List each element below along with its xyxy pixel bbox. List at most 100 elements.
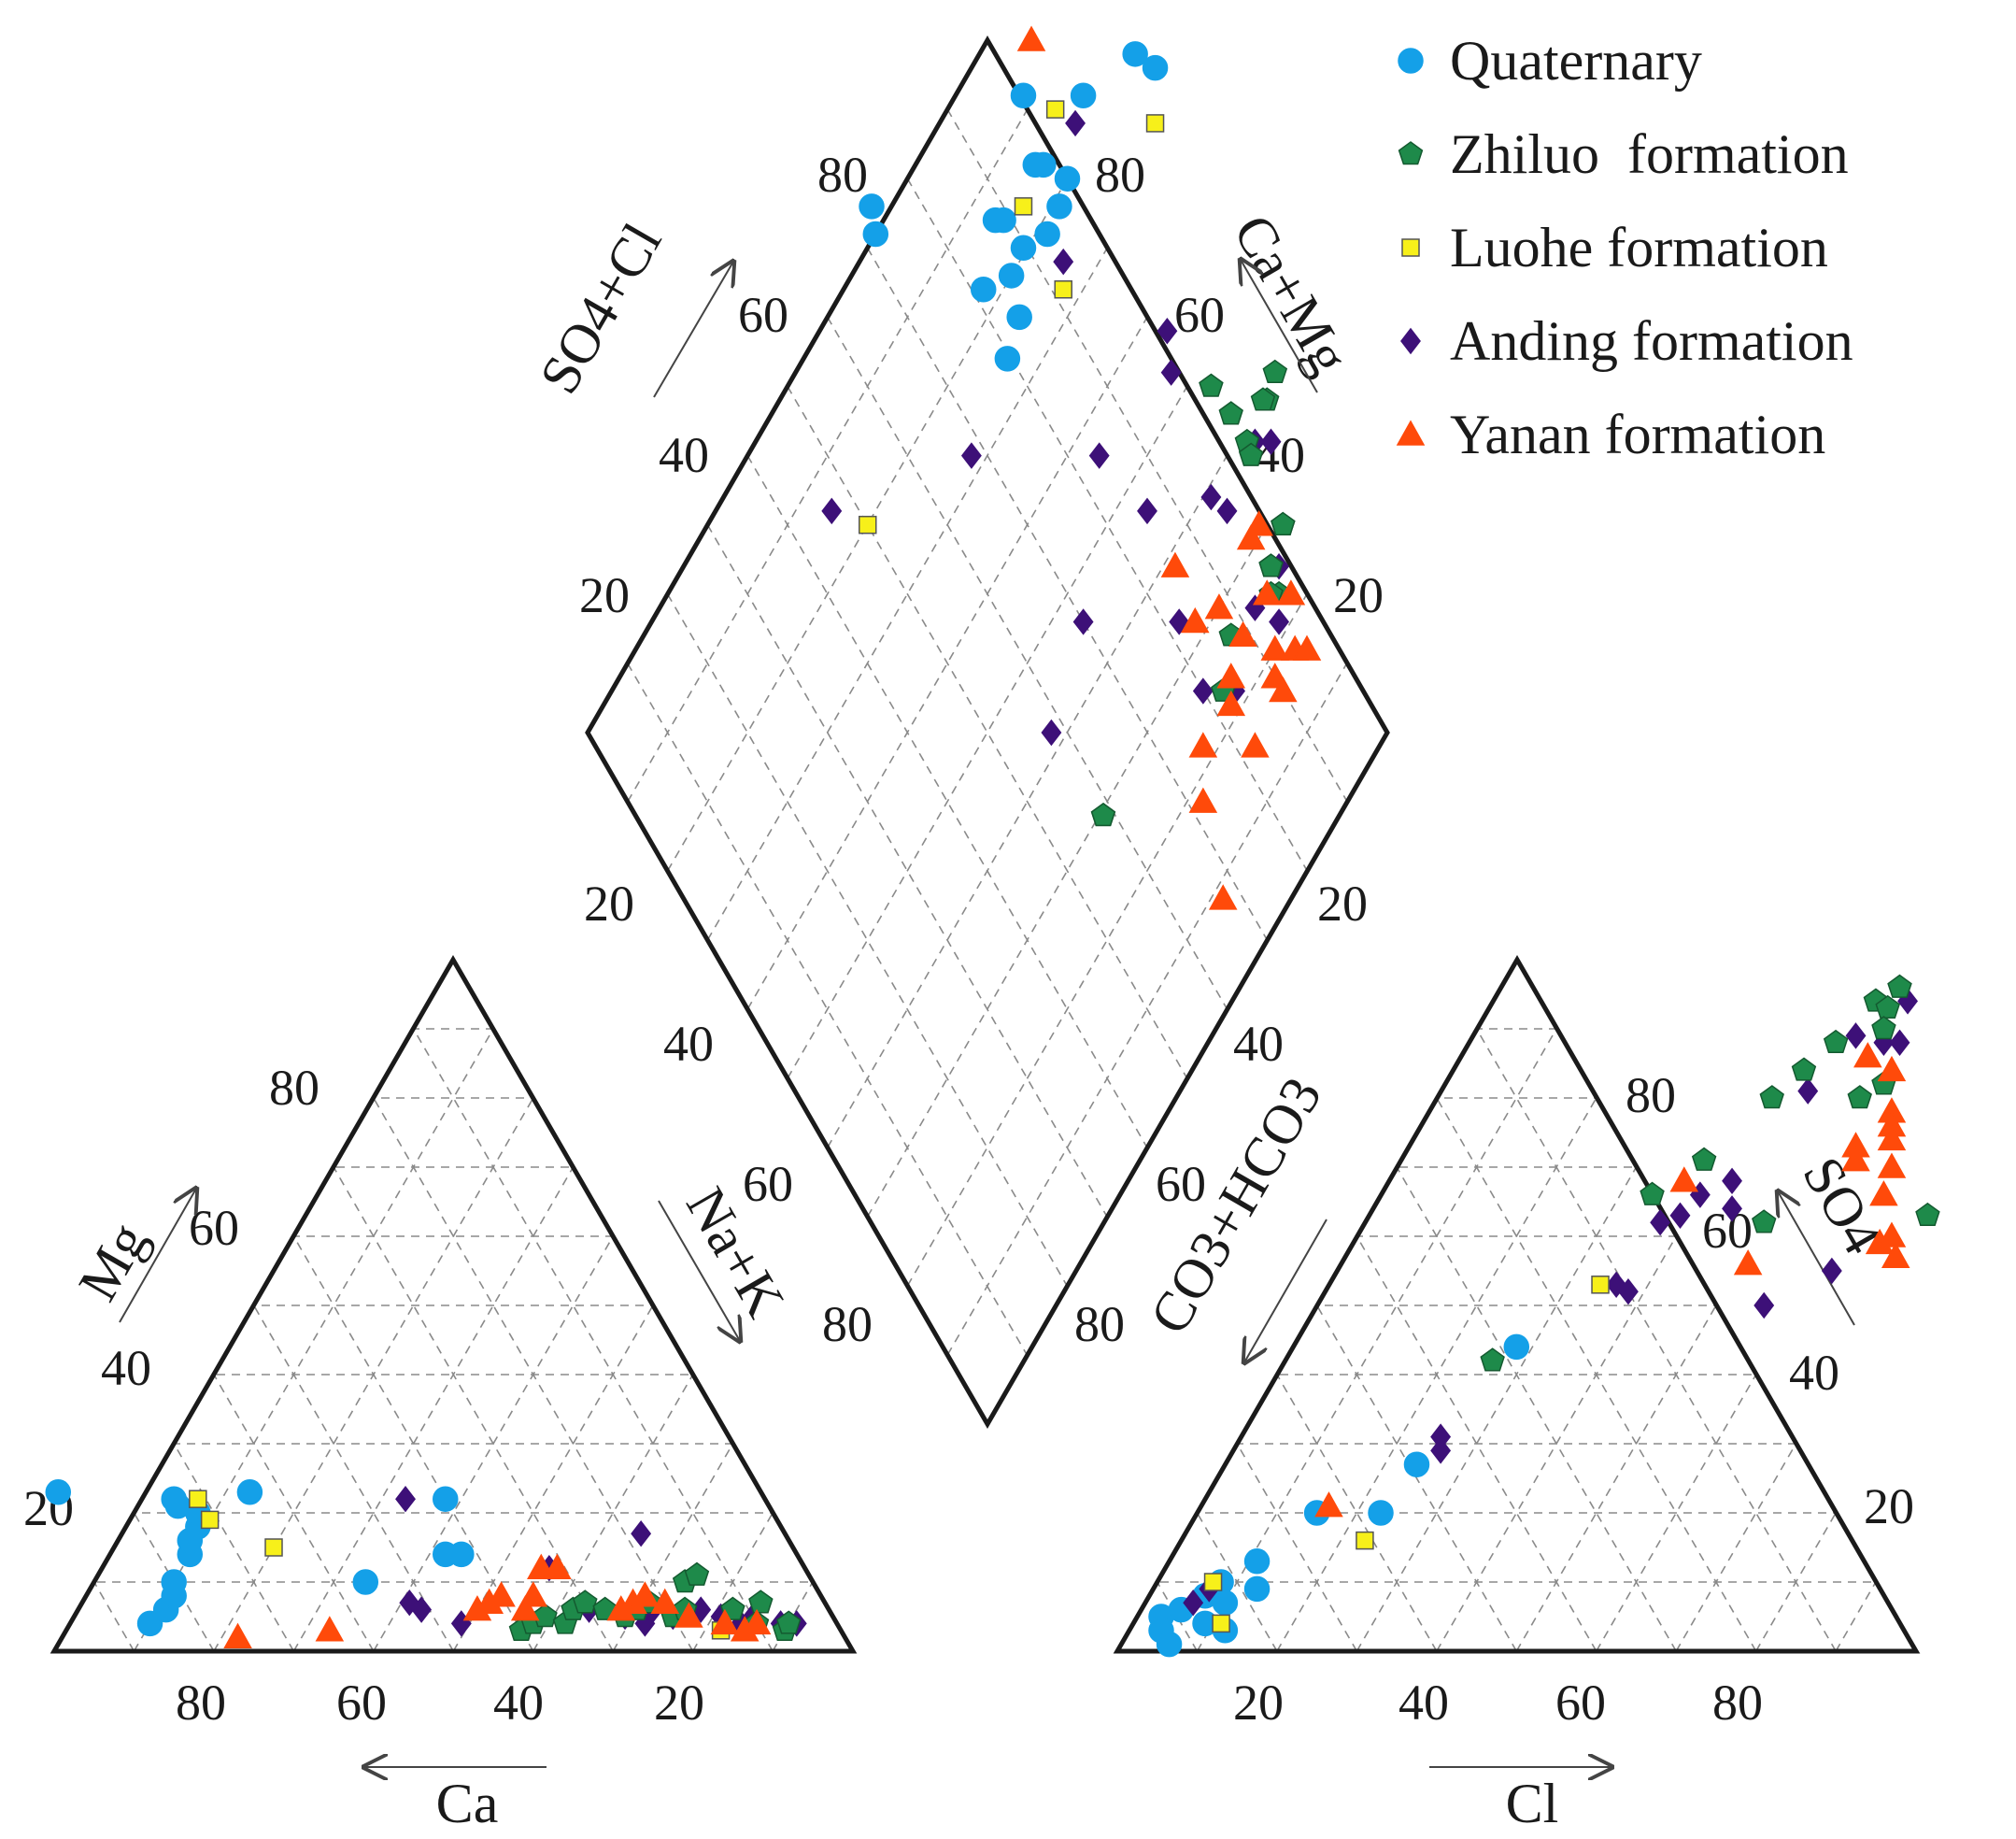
diamond-lower-right-ticks: 20 40 60 80 xyxy=(1074,876,1368,1352)
diamond-ur-tick-40: 40 xyxy=(1255,427,1305,483)
anion-yanan-formation-point-5 xyxy=(1877,1055,1907,1082)
diamond-luohe-formation-point-2 xyxy=(1014,197,1033,216)
diamond-quaternary-point-13 xyxy=(970,277,997,303)
anion-anding-formation-point-17 xyxy=(1753,1291,1775,1319)
diamond-ur-tick-20: 20 xyxy=(1333,567,1384,623)
diamond-quaternary-point-10 xyxy=(998,263,1025,289)
diamond-yanan-formation-point-18 xyxy=(1208,884,1238,910)
diamond-lower-left-ticks: 20 40 60 80 xyxy=(584,876,873,1352)
anion-anding-formation-point-15 xyxy=(1889,1029,1910,1057)
cation-luohe-formation-point-1 xyxy=(189,1490,207,1508)
diamond-anding-formation-point-3 xyxy=(1088,442,1110,469)
cation-luohe-formation-point-3 xyxy=(264,1538,283,1557)
diamond-upper-right-ticks: 20 40 60 80 xyxy=(1095,147,1384,623)
anion-quaternary-point-13 xyxy=(1368,1500,1394,1526)
anion-bottom-tick-60: 60 xyxy=(1555,1675,1606,1731)
cation-triangle-frame xyxy=(50,955,858,1654)
anion-yanan-formation-point-10 xyxy=(1877,1124,1907,1151)
legend-quaternary-label: Quaternary xyxy=(1450,30,1702,92)
cation-left-tick-60: 60 xyxy=(189,1200,239,1256)
anion-anding-formation-point-12 xyxy=(1797,1077,1819,1105)
cation-left-tick-80: 80 xyxy=(269,1060,319,1116)
diamond-luohe-formation-point-3 xyxy=(1054,280,1072,299)
anion-yanan-formation-point-7 xyxy=(1841,1146,1870,1172)
legend-luohe-formation-label: Luohe formation xyxy=(1450,217,1828,278)
diamond-yanan-formation-point-10 xyxy=(1260,634,1290,661)
anion-right-tick-40: 40 xyxy=(1789,1345,1839,1401)
anion-anding-formation-point-7 xyxy=(1650,1208,1671,1236)
diamond-anding-formation-point-17 xyxy=(1269,608,1290,635)
diamond-quaternary-point-18 xyxy=(859,193,885,220)
diamond-yanan-formation-point-7 xyxy=(1216,690,1246,717)
diamond-lr-tick-60: 60 xyxy=(1156,1156,1206,1212)
diamond-quaternary-point-17 xyxy=(862,221,889,248)
diamond-anding-formation-point-15 xyxy=(1200,483,1222,511)
anion-zhiluo-formation-point-4 xyxy=(1759,1085,1784,1109)
diamond-zhiluo-formation-point-12 xyxy=(1258,553,1284,577)
diamond-yanan-formation-point-11 xyxy=(1241,732,1270,758)
anion-zhiluo-formation-point-8 xyxy=(1887,974,1912,998)
anion-quaternary-point-14 xyxy=(1403,1451,1430,1477)
cation-mg-arrow xyxy=(119,1189,196,1323)
cation-anding-formation-point-2 xyxy=(411,1596,433,1623)
diamond-quaternary-point-8 xyxy=(1006,304,1032,331)
diamond-quaternary-point-12 xyxy=(982,207,1009,234)
anion-quaternary-point-8 xyxy=(1212,1590,1239,1616)
diamond-ul-tick-80: 80 xyxy=(817,147,868,203)
cation-quaternary-point-4 xyxy=(161,1569,187,1595)
anion-anding-formation-point-13 xyxy=(1845,1022,1867,1049)
diamond-zhiluo-formation-point-2 xyxy=(1218,401,1243,425)
legend-anding-formation-label: Anding formation xyxy=(1450,310,1853,372)
anion-quaternary-point-9 xyxy=(1243,1548,1271,1575)
diamond-axis-so4-cl: SO4+Cl xyxy=(528,213,674,404)
diamond-yanan-formation-point-16 xyxy=(1236,523,1266,550)
diamond-luohe-formation-point-1 xyxy=(1045,100,1065,119)
cation-left-ticks: 20 40 60 80 xyxy=(23,1060,319,1536)
anion-anding-formation-point-11 xyxy=(1722,1195,1742,1222)
cation-yanan-formation-point-17 xyxy=(742,1608,772,1635)
anion-points xyxy=(1148,974,1940,1658)
diamond-ul-tick-20: 20 xyxy=(579,567,630,623)
anion-zhiluo-formation-point-3 xyxy=(1691,1147,1717,1171)
diamond-anding-formation-point-7 xyxy=(1160,359,1182,386)
legend-zhiluo-formation-label: Zhiluo formation xyxy=(1450,123,1849,185)
diamond-quaternary-point-7 xyxy=(1010,235,1037,262)
anion-right-tick-80: 80 xyxy=(1626,1067,1676,1123)
anion-yanan-formation-point-1 xyxy=(1314,1491,1343,1518)
diamond-anding-formation-point-12 xyxy=(1260,428,1282,456)
cation-nak-arrow xyxy=(658,1200,740,1341)
cation-axis-mg: Mg xyxy=(66,1212,159,1310)
cation-anding-formation-point-11 xyxy=(631,1519,652,1547)
diamond-lr-tick-40: 40 xyxy=(1233,1016,1284,1072)
diamond-ll-tick-20: 20 xyxy=(584,876,634,932)
diamond-luohe-formation-point-5 xyxy=(859,515,877,535)
diamond-ul-tick-60: 60 xyxy=(738,287,788,343)
cation-bottom-tick-60: 60 xyxy=(336,1675,387,1731)
diamond-zhiluo-formation-point-6 xyxy=(1250,387,1276,411)
diamond-anding-formation-point-2 xyxy=(1053,248,1074,276)
diamond-anding-formation-point-6 xyxy=(1137,497,1157,525)
diamond-yanan-formation-point-19 xyxy=(1276,579,1306,606)
cation-axis-ca: Ca xyxy=(436,1773,499,1834)
cation-yanan-formation-point-13 xyxy=(650,1588,680,1614)
diamond-frame xyxy=(585,36,1390,1429)
legend-quaternary-marker xyxy=(1398,48,1424,74)
diamond-so4cl-arrow xyxy=(653,262,733,398)
diamond-ur-tick-80: 80 xyxy=(1095,147,1145,203)
diamond-yanan-formation-point-1 xyxy=(1016,25,1046,51)
diamond-zhiluo-formation-point-1 xyxy=(1199,373,1224,397)
cation-left-tick-40: 40 xyxy=(101,1340,151,1396)
anion-triangle-frame xyxy=(1113,955,1921,1654)
diamond-yanan-formation-point-5 xyxy=(1188,787,1218,813)
diamond-anding-formation-point-9 xyxy=(1192,677,1214,705)
anion-luohe-formation-point-3 xyxy=(1356,1531,1374,1550)
legend: Quaternary Zhiluo formation Luohe formatio… xyxy=(1396,30,1853,465)
diamond-zhiluo-formation-point-17 xyxy=(1090,802,1116,827)
anion-anding-formation-point-10 xyxy=(1722,1167,1742,1195)
diamond-yanan-formation-point-8 xyxy=(1228,620,1257,648)
cation-zhiluo-formation-point-17 xyxy=(748,1590,774,1614)
cation-points xyxy=(45,1479,807,1648)
diamond-ll-tick-60: 60 xyxy=(743,1156,793,1212)
cation-zhiluo-formation-point-14 xyxy=(684,1561,710,1586)
diamond-yanan-formation-point-9 xyxy=(1252,579,1282,606)
